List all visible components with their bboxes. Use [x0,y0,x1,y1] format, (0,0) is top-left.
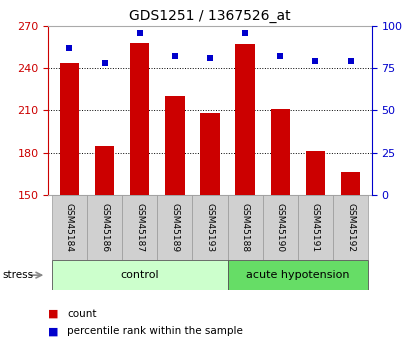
Text: percentile rank within the sample: percentile rank within the sample [67,326,243,336]
Bar [341,172,360,195]
Bar [228,260,368,290]
Text: acute hypotension: acute hypotension [246,270,349,280]
Point [66,45,73,51]
Bar [200,113,220,195]
Bar [298,195,333,260]
Point [171,53,178,59]
Bar [270,109,290,195]
Bar [87,195,122,260]
Text: GSM45190: GSM45190 [276,203,285,252]
Point [277,53,284,59]
Text: control: control [121,270,159,280]
Point [136,30,143,36]
Point [347,59,354,64]
Text: GSM45192: GSM45192 [346,203,355,252]
Text: GSM45191: GSM45191 [311,203,320,252]
Bar [157,195,192,260]
Bar [192,195,228,260]
Bar [236,44,255,195]
Text: GSM45186: GSM45186 [100,203,109,252]
Bar [122,195,157,260]
Text: count: count [67,309,97,319]
Text: ■: ■ [48,326,59,336]
Text: stress: stress [2,270,33,280]
Bar [95,146,114,195]
Bar [228,195,263,260]
Text: GDS1251 / 1367526_at: GDS1251 / 1367526_at [129,9,291,23]
Text: GSM45193: GSM45193 [205,203,215,252]
Bar [263,195,298,260]
Text: GSM45187: GSM45187 [135,203,144,252]
Text: GSM45184: GSM45184 [65,203,74,252]
Text: GSM45188: GSM45188 [241,203,249,252]
Point [101,60,108,66]
Bar [306,151,325,195]
Point [312,59,319,64]
Bar [60,62,79,195]
Bar [165,96,184,195]
Point [207,55,213,61]
Text: ■: ■ [48,309,59,319]
Bar [130,43,150,195]
Text: GSM45189: GSM45189 [171,203,179,252]
Bar [333,195,368,260]
Bar [52,260,228,290]
Point [242,30,249,36]
Bar [52,195,87,260]
